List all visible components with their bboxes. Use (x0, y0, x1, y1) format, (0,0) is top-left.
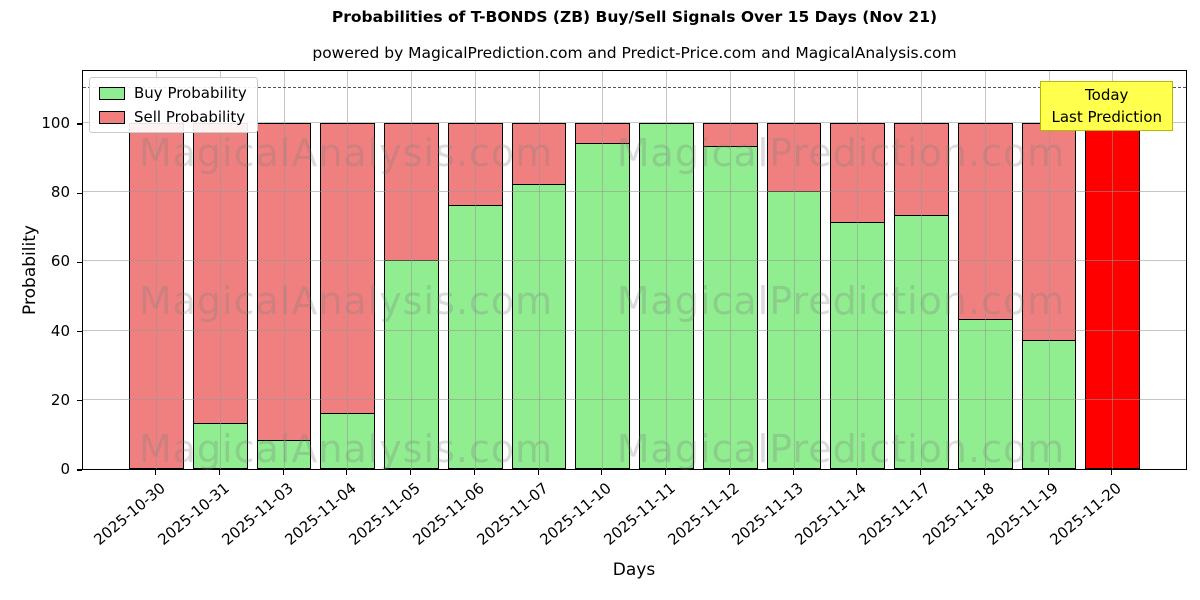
chart-title: Probabilities of T-BONDS (ZB) Buy/Sell S… (331, 8, 938, 26)
bar-segment-buy (511, 185, 567, 469)
y-tick-0 (77, 469, 82, 471)
v-gridline-2025-11-20 (1112, 71, 1113, 469)
bar-segment-buy (1021, 340, 1077, 469)
sell-swatch-icon (99, 110, 125, 124)
v-gridline-2025-11-12 (730, 71, 731, 469)
x-tick-2025-11-20 (1110, 470, 1113, 475)
v-gridline-2025-11-03 (284, 71, 285, 469)
v-gridline-2025-11-19 (1049, 71, 1050, 469)
y-tick-20 (77, 400, 82, 402)
v-gridline-2025-11-04 (347, 71, 348, 469)
x-axis-label: Days (612, 560, 656, 580)
today-annotation-line1: Today (1085, 86, 1129, 104)
legend: Buy Probability Sell Probability (89, 77, 258, 133)
y-tick-80 (77, 192, 82, 194)
x-tick-2025-10-30 (154, 470, 157, 475)
bar-segment-sell (256, 123, 312, 442)
y-tick-label-0: 0 (60, 460, 70, 478)
bar-2025-11-07 (511, 71, 567, 469)
x-tick-2025-11-10 (600, 470, 603, 475)
x-tick-2025-11-04 (345, 470, 348, 475)
v-gridline-2025-11-13 (794, 71, 795, 469)
y-axis: 0 20 40 60 80 100 (0, 70, 82, 478)
y-tick-60 (77, 261, 82, 264)
x-tick-2025-11-03 (282, 470, 285, 475)
chart-subtitle: powered by MagicalPrediction.com and Pre… (312, 44, 957, 62)
y-tick-label-20: 20 (50, 390, 70, 409)
x-tick-2025-11-07 (537, 470, 540, 475)
h-gridline-80 (83, 191, 1186, 193)
x-axis: 2025-10-30 2025-10-31 2025-11-03 2025-11-04… (82, 470, 1187, 600)
y-tick-label-60: 60 (50, 252, 70, 271)
y-tick-label-100: 100 (41, 114, 70, 132)
h-gridline-60 (83, 260, 1186, 262)
x-tick-2025-11-17 (919, 470, 922, 475)
bar-segment-buy (256, 441, 312, 469)
legend-sell-label: Sell Probability (134, 108, 246, 126)
bar-segment-sell (511, 123, 567, 186)
v-gridline-2025-10-30 (156, 71, 157, 469)
legend-item-buy: Buy Probability (99, 84, 247, 102)
v-gridline-2025-11-07 (539, 71, 540, 469)
v-gridline-2025-11-14 (857, 71, 858, 469)
bar-2025-11-19 (1021, 71, 1077, 469)
v-gridline-2025-11-11 (666, 71, 667, 469)
legend-buy-label: Buy Probability (134, 84, 247, 102)
v-gridline-2025-11-18 (985, 71, 986, 469)
legend-item-sell: Sell Probability (99, 108, 247, 126)
y-tick-40 (77, 330, 82, 333)
buy-swatch-icon (99, 86, 125, 100)
y-tick-label-40: 40 (50, 321, 70, 340)
v-gridline-2025-11-06 (475, 71, 476, 469)
v-gridline-2025-11-17 (921, 71, 922, 469)
v-gridline-2025-10-31 (220, 71, 221, 469)
today-annotation-box: Today Last Prediction (1040, 81, 1173, 131)
y-tick-label-80: 80 (50, 183, 70, 202)
h-gridline-100 (83, 122, 1186, 123)
plot-area: MagicalAnalysis.com MagicalPrediction.com… (82, 70, 1187, 471)
upper-dashed-line (83, 87, 1186, 89)
x-tick-2025-11-11 (664, 470, 667, 475)
h-gridline-40 (83, 329, 1186, 331)
x-tick-2025-11-18 (983, 470, 986, 475)
x-tick-2025-11-06 (473, 470, 476, 475)
x-tick-2025-11-14 (855, 470, 858, 475)
h-gridline-20 (83, 398, 1186, 400)
y-tick-100 (77, 123, 82, 125)
x-tick-2025-11-13 (792, 470, 795, 475)
x-tick-2025-10-31 (218, 470, 221, 475)
v-gridline-2025-11-05 (411, 71, 412, 469)
bar-segment-sell (766, 123, 822, 193)
x-tick-2025-11-05 (409, 470, 412, 475)
today-annotation-line2: Last Prediction (1051, 108, 1162, 126)
bar-2025-11-03 (256, 71, 312, 469)
bar-segment-sell (1021, 123, 1077, 341)
x-tick-2025-11-12 (728, 470, 731, 475)
x-tick-2025-11-19 (1047, 470, 1050, 475)
v-gridline-2025-11-10 (602, 71, 603, 469)
